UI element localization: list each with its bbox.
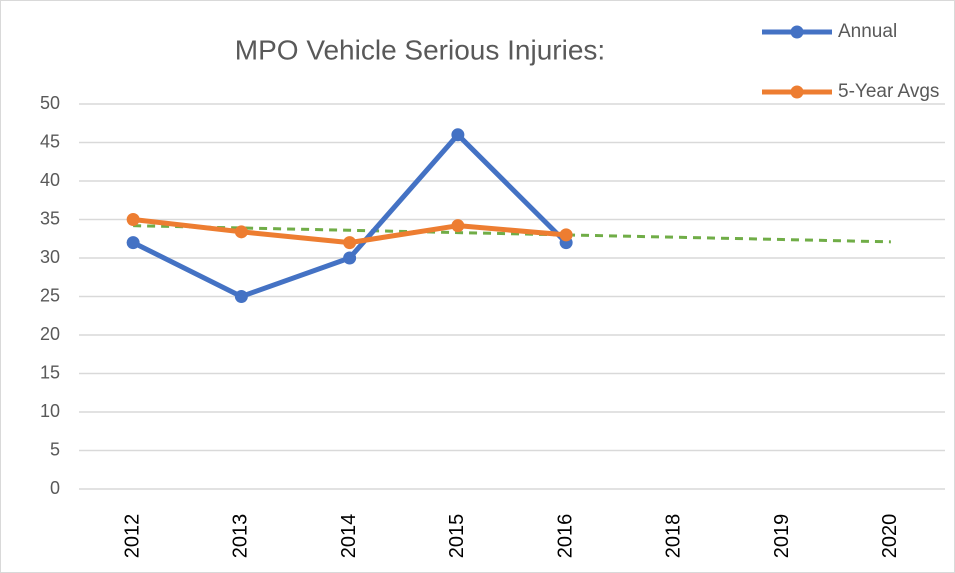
y-tick-label: 40 (40, 170, 60, 190)
data-point (234, 290, 248, 303)
chart-title: MPO Vehicle Serious Injuries: (235, 34, 605, 65)
data-point (451, 219, 465, 233)
x-tick-label: 2016 (554, 514, 576, 559)
y-tick-label: 5 (50, 439, 60, 459)
data-point (126, 213, 140, 226)
data-point (234, 225, 248, 239)
y-tick-label: 15 (40, 362, 60, 382)
y-tick-label: 25 (40, 285, 60, 305)
x-tick-label: 2018 (663, 514, 685, 559)
legend-label: Annual (838, 21, 897, 42)
data-point (126, 236, 140, 250)
x-tick-label: 2019 (771, 514, 793, 559)
trend-line (133, 224, 891, 244)
legend-marker (790, 25, 804, 39)
data-point (343, 236, 357, 250)
y-tick-label: 30 (40, 247, 60, 267)
x-tick-label: 2020 (879, 514, 901, 559)
y-tick-label: 50 (40, 93, 60, 113)
data-point (343, 251, 357, 265)
x-tick-label: 2012 (121, 514, 143, 559)
y-tick-label: 10 (40, 401, 60, 421)
y-tick-label: 20 (40, 324, 60, 344)
y-tick-label: 45 (40, 131, 60, 151)
x-tick-label: 2014 (338, 514, 360, 559)
data-point (451, 128, 465, 142)
legend-label: 5-Year Avgs (838, 81, 939, 102)
x-tick-label: 2015 (446, 514, 468, 559)
y-tick-label: 0 (50, 478, 60, 498)
legend-marker (790, 85, 804, 99)
x-tick-label: 2013 (230, 514, 252, 559)
y-tick-label: 35 (40, 208, 60, 228)
data-point (559, 228, 573, 242)
